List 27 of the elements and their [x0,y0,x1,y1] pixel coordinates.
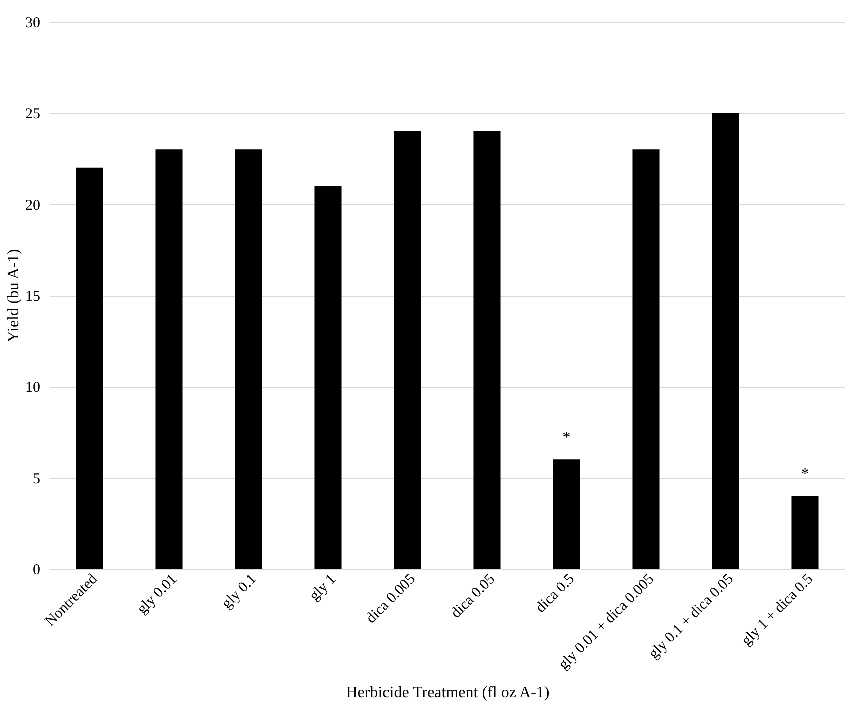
annotation: * [562,430,571,447]
y-tick-label: 10 [26,380,40,396]
x-tick-label: gly 1 + dica 0.5 [738,572,817,650]
x-tick-label: dica 0.05 [448,572,499,622]
y-axis-title: Yield (bu A-1) [6,249,22,343]
bar [156,150,183,569]
bar [792,496,819,569]
y-tick-label: 15 [26,289,40,305]
bar [474,131,501,569]
bar [394,131,422,569]
bar [76,168,104,569]
x-tick-label: gly 0.1 [219,572,260,612]
y-tick-label: 25 [26,106,40,123]
x-tick-label: gly 0.01 [134,572,181,618]
x-tick-label: dica 0.5 [533,572,578,616]
x-tick-label: gly 1 [306,572,340,604]
y-tick-label: 0 [33,562,40,578]
bar [553,460,580,569]
bar [632,150,660,569]
y-tick-label: 5 [33,471,40,488]
y-tick-label: 30 [26,16,40,32]
y-tick-label: 20 [26,198,40,214]
bar [712,113,740,569]
annotation: * [801,466,810,484]
bar [235,150,262,569]
bar [314,186,342,569]
x-axis-title: Herbicide Treatment (fl oz A-1) [346,684,550,702]
